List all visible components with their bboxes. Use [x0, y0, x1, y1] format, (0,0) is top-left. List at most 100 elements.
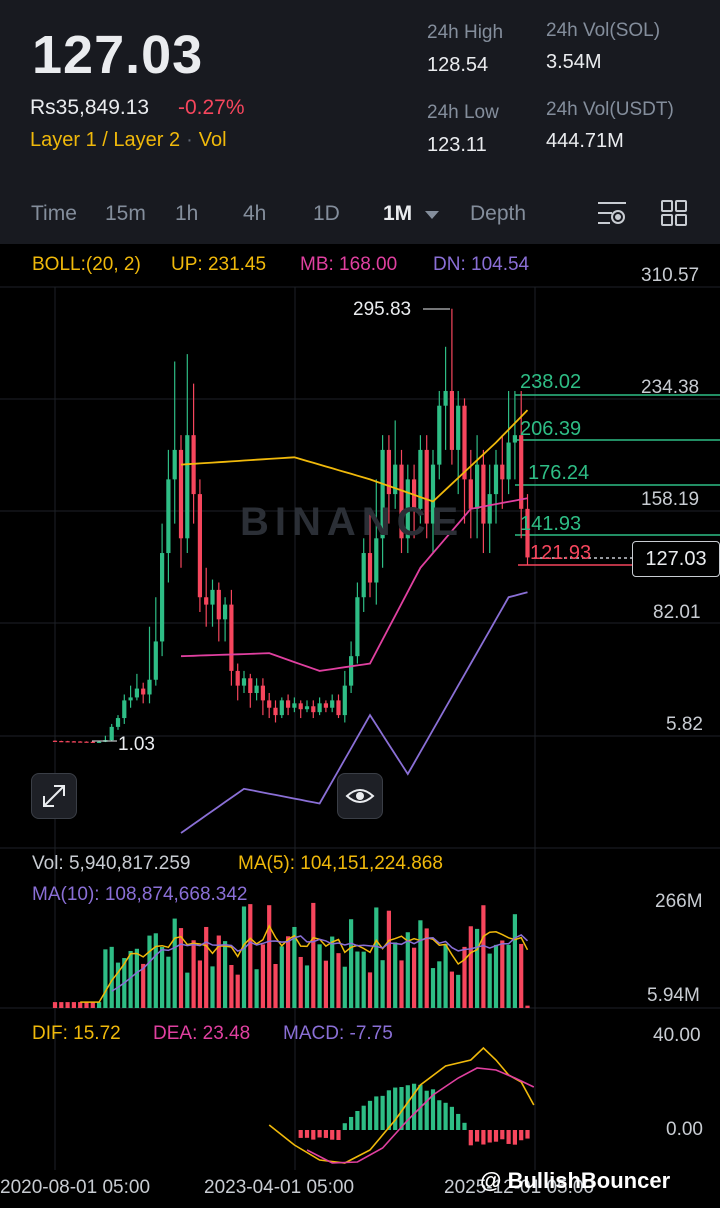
- macd-bar: [412, 1083, 417, 1130]
- candle-body: [52, 740, 58, 742]
- level-label-4: 141.93: [520, 513, 582, 535]
- volume-bar: [443, 943, 448, 1008]
- candle-body: [90, 741, 95, 743]
- volume-bar: [78, 1002, 83, 1008]
- vol-sol-value: 3.54M: [546, 51, 602, 73]
- tag-vol[interactable]: Vol: [198, 129, 227, 151]
- candle-body: [210, 589, 215, 605]
- volume-bar: [128, 951, 133, 1008]
- macd-bar: [481, 1130, 486, 1145]
- tab-depth[interactable]: Depth: [470, 202, 527, 225]
- level-label-5: 121.93: [530, 542, 592, 564]
- macd-bar: [519, 1130, 524, 1141]
- tab-1h[interactable]: 1h: [175, 202, 199, 225]
- volume-bar: [430, 968, 436, 1008]
- volume-bar: [475, 928, 480, 1008]
- candle-body: [317, 703, 322, 713]
- volume-bar: [210, 966, 215, 1008]
- volume-bar: [437, 961, 442, 1008]
- candle-body: [468, 479, 473, 509]
- toggle-visibility-button[interactable]: [337, 773, 383, 819]
- candle-body: [235, 670, 240, 686]
- macd-bar: [424, 1090, 429, 1130]
- candle-body: [292, 703, 297, 708]
- volume-bar: [223, 941, 228, 1008]
- volume-bar: [235, 974, 240, 1008]
- volume-bar: [399, 960, 404, 1008]
- macd-bar: [317, 1130, 322, 1138]
- tag-layer[interactable]: Layer 1 / Layer 2: [30, 129, 181, 151]
- volume-bar: [134, 948, 139, 1008]
- macd-lines: [268, 1046, 535, 1164]
- tab-1d[interactable]: 1D: [313, 202, 340, 225]
- volume-bar: [84, 1002, 89, 1008]
- ticker-header: 127.03 Rs35,849.13 -0.27% Layer 1 / Laye…: [0, 0, 720, 190]
- volume-bar: [317, 944, 322, 1008]
- vol-sol-label: 24h Vol(SOL): [546, 20, 661, 41]
- tab-4h[interactable]: 4h: [243, 202, 267, 225]
- candle-body: [153, 641, 158, 680]
- candle-body: [475, 464, 480, 509]
- candle-body: [166, 479, 171, 554]
- macd-bar: [311, 1130, 316, 1140]
- candle-body: [330, 700, 335, 708]
- chevron-down-icon[interactable]: [425, 211, 439, 219]
- macd-bar: [468, 1130, 473, 1146]
- indicator-settings-icon[interactable]: [598, 202, 626, 224]
- volume-bar: [386, 910, 391, 1008]
- boll-mb-label: MB: 168.00: [300, 254, 398, 275]
- tab-1m[interactable]: 1M: [383, 202, 413, 225]
- candle-body: [304, 706, 310, 710]
- macd-bar: [361, 1105, 366, 1130]
- volume-bar: [424, 928, 429, 1008]
- volume-bar: [260, 944, 265, 1008]
- macd-bar: [355, 1110, 360, 1130]
- candle-body: [342, 685, 347, 716]
- volume-bar: [204, 926, 209, 1008]
- macd-bar: [449, 1106, 454, 1130]
- volume-label: Vol: 5,940,817.259: [32, 853, 191, 874]
- candle-body: [323, 703, 328, 708]
- macd-label: MACD: -7.75: [283, 1023, 393, 1044]
- macd-bar: [437, 1100, 442, 1130]
- candle-body: [78, 741, 83, 743]
- candle-body: [267, 700, 272, 708]
- candle-body: [204, 597, 209, 605]
- candle-body: [229, 604, 234, 671]
- macd-bar: [493, 1130, 499, 1142]
- volume-ma10-line: [111, 933, 529, 992]
- candle-body: [115, 718, 121, 727]
- candle-body: [449, 390, 454, 450]
- candle-body: [430, 464, 436, 524]
- grid-layout-icon[interactable]: [661, 200, 687, 226]
- volume-bars: [52, 902, 530, 1008]
- macd-axis-label-1: 40.00: [653, 1025, 701, 1046]
- candle-body: [519, 435, 524, 509]
- volume-bar: [336, 953, 341, 1008]
- candle-body: [500, 464, 505, 480]
- volume-bar: [349, 919, 354, 1008]
- volume-bar: [298, 956, 303, 1008]
- high-value: 128.54: [427, 54, 489, 76]
- fullscreen-button[interactable]: [31, 773, 77, 819]
- candle-body: [134, 688, 139, 698]
- volume-bar: [481, 905, 486, 1008]
- macd-bar: [349, 1116, 354, 1130]
- boll-mb-line: [180, 497, 528, 672]
- candle-body: [380, 449, 385, 539]
- tab-time[interactable]: Time: [31, 202, 77, 225]
- fiat-price: Rs35,849.13: [30, 96, 150, 119]
- category-tags: Layer 1 / Layer 2 · Vol: [30, 129, 227, 152]
- candle-body: [456, 405, 461, 450]
- macd-bar: [487, 1130, 492, 1143]
- dea-label: DEA: 23.48: [153, 1023, 251, 1044]
- tab-15m[interactable]: 15m: [105, 202, 146, 225]
- candle-body: [260, 685, 265, 701]
- volume-bar: [292, 926, 297, 1008]
- volume-bar: [506, 944, 511, 1008]
- candle-body: [355, 597, 360, 657]
- macd-bar: [500, 1130, 505, 1140]
- dif-label: DIF: 15.72: [32, 1023, 121, 1044]
- boll-up-label: UP: 231.45: [171, 254, 267, 275]
- price-axis-label-1: 310.57: [641, 265, 700, 286]
